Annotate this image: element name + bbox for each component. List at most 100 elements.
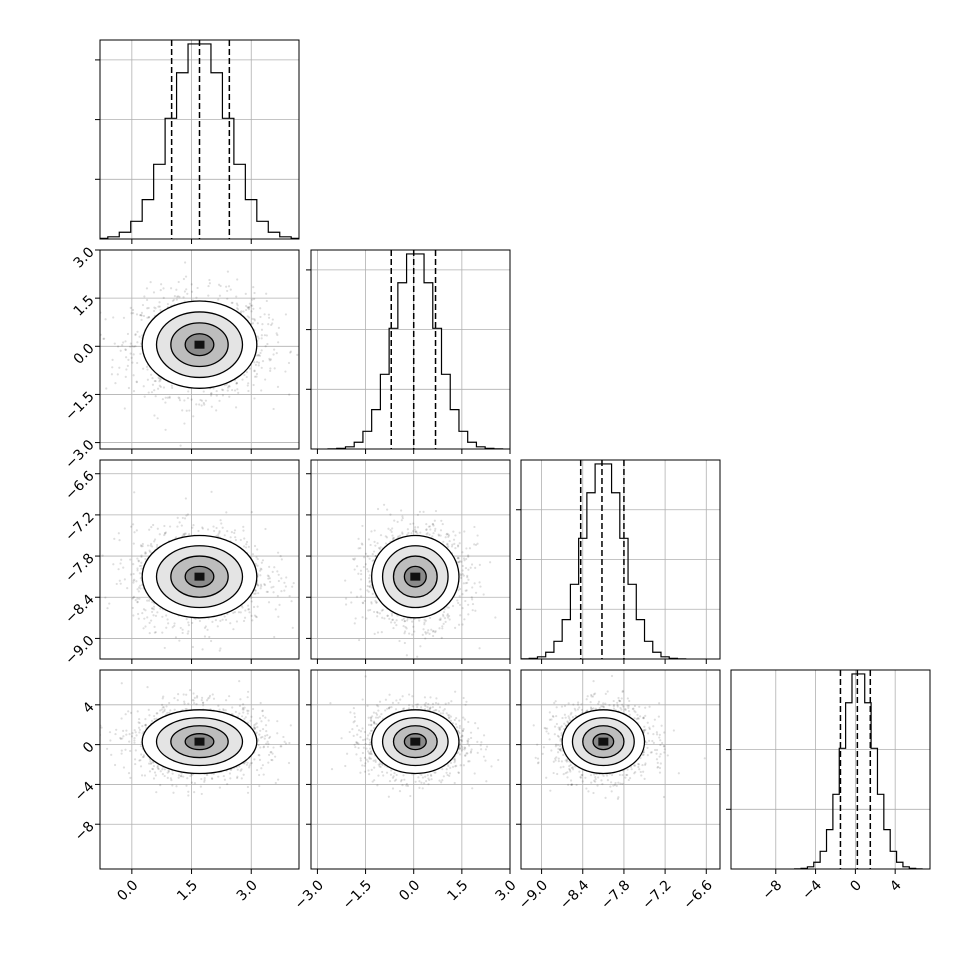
scatter-point <box>385 536 389 539</box>
scatter-point <box>237 391 240 394</box>
scatter-point <box>129 342 132 345</box>
scatter-point <box>462 574 465 577</box>
scatter-point <box>140 567 143 570</box>
scatter-point <box>204 399 208 402</box>
scatter-point <box>187 621 190 624</box>
scatter-point <box>453 542 456 545</box>
scatter-point <box>187 630 190 633</box>
scatter-point <box>358 638 361 642</box>
scatter-point <box>412 522 415 525</box>
scatter-point <box>164 396 167 399</box>
scatter-point <box>138 335 141 338</box>
scatter-point <box>387 527 390 530</box>
scatter-point <box>183 533 186 536</box>
panel-frame <box>99 459 300 660</box>
scatter-point <box>357 547 360 550</box>
scatter-point <box>185 618 188 621</box>
scatter-point <box>451 604 455 608</box>
scatter-point <box>256 605 259 608</box>
scatter-point <box>210 405 213 408</box>
scatter-point <box>127 386 131 390</box>
scatter-point <box>344 603 348 606</box>
scatter-point <box>145 298 149 302</box>
scatter-point <box>380 609 384 612</box>
scatter-point <box>163 531 167 535</box>
scatter-point <box>368 557 371 560</box>
scatter-point <box>425 523 428 526</box>
scatter-point <box>231 301 234 304</box>
scatter-point <box>441 627 444 630</box>
scatter-point <box>130 345 134 348</box>
scatter-point <box>473 543 476 546</box>
scatter-point <box>183 290 187 293</box>
scatter-point <box>474 543 478 547</box>
scatter-point <box>159 377 162 381</box>
scatter-point <box>382 503 386 506</box>
scatter-point <box>271 570 274 573</box>
scatter-point <box>132 579 135 582</box>
scatter-point <box>143 395 146 398</box>
scatter-point <box>393 621 396 624</box>
ytick-label: −9.0 <box>62 633 97 668</box>
scatter-point <box>249 719 252 722</box>
scatter-point <box>144 551 147 554</box>
scatter-point <box>219 647 222 650</box>
scatter-point <box>136 567 139 570</box>
scatter-point <box>454 534 457 537</box>
scatter-point <box>259 351 262 355</box>
scatter-point <box>276 594 279 598</box>
scatter-point <box>165 626 168 629</box>
scatter-point <box>276 385 280 388</box>
scatter-point <box>279 555 282 558</box>
scatter-point <box>353 622 356 625</box>
scatter-point <box>307 599 309 601</box>
scatter-point <box>271 322 274 325</box>
scatter-point <box>234 536 237 539</box>
scatter-point <box>462 557 466 560</box>
scatter-point <box>176 525 179 528</box>
scatter-point <box>124 348 127 351</box>
scatter-point <box>416 526 420 529</box>
scatter-point <box>154 307 157 310</box>
histogram-step <box>521 463 687 659</box>
scatter-point <box>181 631 184 635</box>
scatter-point <box>403 632 406 635</box>
scatter-point <box>183 422 186 425</box>
scatter-point <box>434 527 437 530</box>
scatter-point <box>190 283 193 286</box>
scatter-point <box>380 631 383 634</box>
scatter-point <box>344 579 347 582</box>
scatter-point <box>267 322 270 326</box>
scatter-point <box>230 531 233 534</box>
scatter-point <box>447 545 450 548</box>
scatter-point <box>250 614 253 617</box>
contour-line <box>184 565 215 588</box>
scatter-point <box>268 565 271 569</box>
scatter-point <box>114 382 117 385</box>
scatter-point <box>162 706 165 709</box>
scatter-point <box>446 614 449 617</box>
scatter-point <box>160 283 163 286</box>
scatter-point <box>192 692 195 695</box>
scatter-point <box>422 510 425 514</box>
scatter-point <box>195 403 198 406</box>
scatter-point <box>465 557 468 561</box>
scatter-point <box>263 583 267 587</box>
scatter-point <box>181 409 184 412</box>
scatter-point <box>418 619 421 622</box>
scatter-point <box>201 526 204 529</box>
scatter-point <box>272 407 275 411</box>
scatter-point <box>124 340 127 343</box>
scatter-point <box>395 619 398 622</box>
scatter-point <box>219 619 222 623</box>
scatter-point <box>457 560 460 564</box>
scatter-point <box>133 531 136 534</box>
scatter-point <box>253 318 256 321</box>
scatter-point <box>254 589 257 592</box>
scatter-point <box>251 553 255 556</box>
scatter-point <box>126 364 129 367</box>
scatter-point <box>268 357 271 360</box>
scatter-point <box>217 283 221 286</box>
scatter-point <box>371 553 374 556</box>
scatter-point <box>208 635 211 639</box>
